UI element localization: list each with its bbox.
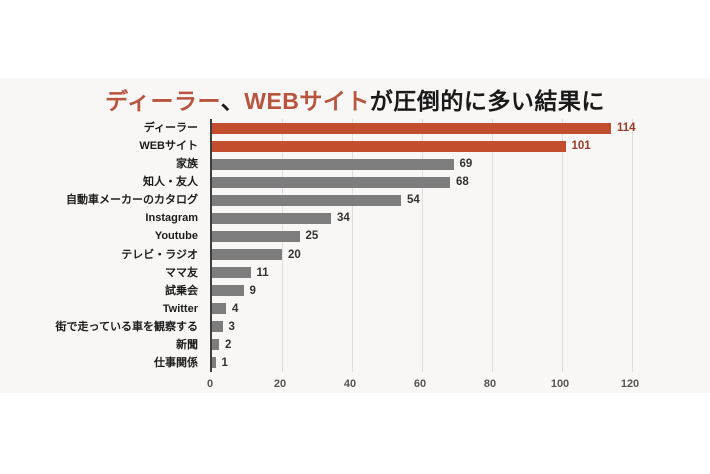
x-tick-label: 60 <box>413 378 427 390</box>
x-tick-label: 40 <box>343 378 357 390</box>
category-label: ママ友 <box>165 266 198 279</box>
category-label: 試乗会 <box>165 284 198 297</box>
category-label: WEBサイト <box>139 140 198 153</box>
value-label: 54 <box>407 194 420 207</box>
category-label: 家族 <box>176 158 198 171</box>
value-label: 9 <box>249 284 256 297</box>
category-label: 知人・友人 <box>143 176 198 189</box>
bar <box>212 249 282 261</box>
category-label: テレビ・ラジオ <box>121 248 198 261</box>
bar <box>212 140 566 152</box>
gridline <box>422 119 423 372</box>
gridline <box>562 119 563 372</box>
value-label: 25 <box>305 230 319 243</box>
category-label: Youtube <box>154 230 198 243</box>
category-label: Instagram <box>145 212 198 225</box>
value-label: 69 <box>459 158 473 171</box>
bar <box>212 194 401 206</box>
value-label: 114 <box>617 122 636 135</box>
category-label: Twitter <box>162 302 198 315</box>
value-label: 101 <box>571 140 591 153</box>
x-tick-label: 80 <box>483 378 497 390</box>
chart-title-highlight-1: ディーラー <box>105 88 221 114</box>
category-label: 街で走っている車を観察する <box>55 320 198 333</box>
value-label: 2 <box>225 338 232 351</box>
chart-title-separator: 、 <box>220 88 245 114</box>
gridline <box>632 119 633 372</box>
bar <box>212 176 450 188</box>
bar <box>212 158 454 170</box>
bar <box>212 212 331 224</box>
category-label: ディーラー <box>143 122 198 134</box>
category-label: 仕事関係 <box>154 356 198 369</box>
category-label: 新聞 <box>176 338 198 351</box>
gridline <box>352 119 353 372</box>
gridline <box>282 119 283 372</box>
bar <box>212 230 300 242</box>
chart-title: ディーラー、WEBサイトが圧倒的に多い結果に <box>0 82 710 116</box>
value-label: 4 <box>232 302 239 315</box>
value-label: 20 <box>288 248 301 261</box>
bar <box>212 267 251 279</box>
category-axis: ディーラー WEBサイト家族知人・友人自動車メーカーのカタログ Instagram Y… <box>40 119 204 372</box>
x-tick-label: 120 <box>620 378 640 390</box>
x-tick-label: 100 <box>550 378 570 390</box>
bar <box>212 303 226 315</box>
bar <box>212 285 244 297</box>
value-label: 34 <box>337 212 350 225</box>
chart-title-highlight-2: WEBサイト <box>244 88 370 114</box>
value-label: 68 <box>456 176 469 189</box>
chart-title-rest: が圧倒的に多い結果に <box>369 88 605 114</box>
value-label: 3 <box>228 320 235 333</box>
value-label: 1 <box>221 356 228 369</box>
bar <box>212 357 216 369</box>
bar <box>212 321 223 333</box>
x-tick-label: 0 <box>206 378 214 390</box>
plot-area: 114 101 69 68 54 34 25 20 11 9 4 3 2 1 <box>210 119 660 372</box>
bar <box>212 122 611 134</box>
category-label: 自動車メーカーのカタログ <box>66 194 198 207</box>
gridline <box>492 119 493 372</box>
x-axis: 0 20 40 60 80 100 120 <box>206 377 658 391</box>
value-label: 11 <box>256 266 269 279</box>
bar <box>212 339 219 351</box>
x-tick-label: 20 <box>273 378 287 390</box>
